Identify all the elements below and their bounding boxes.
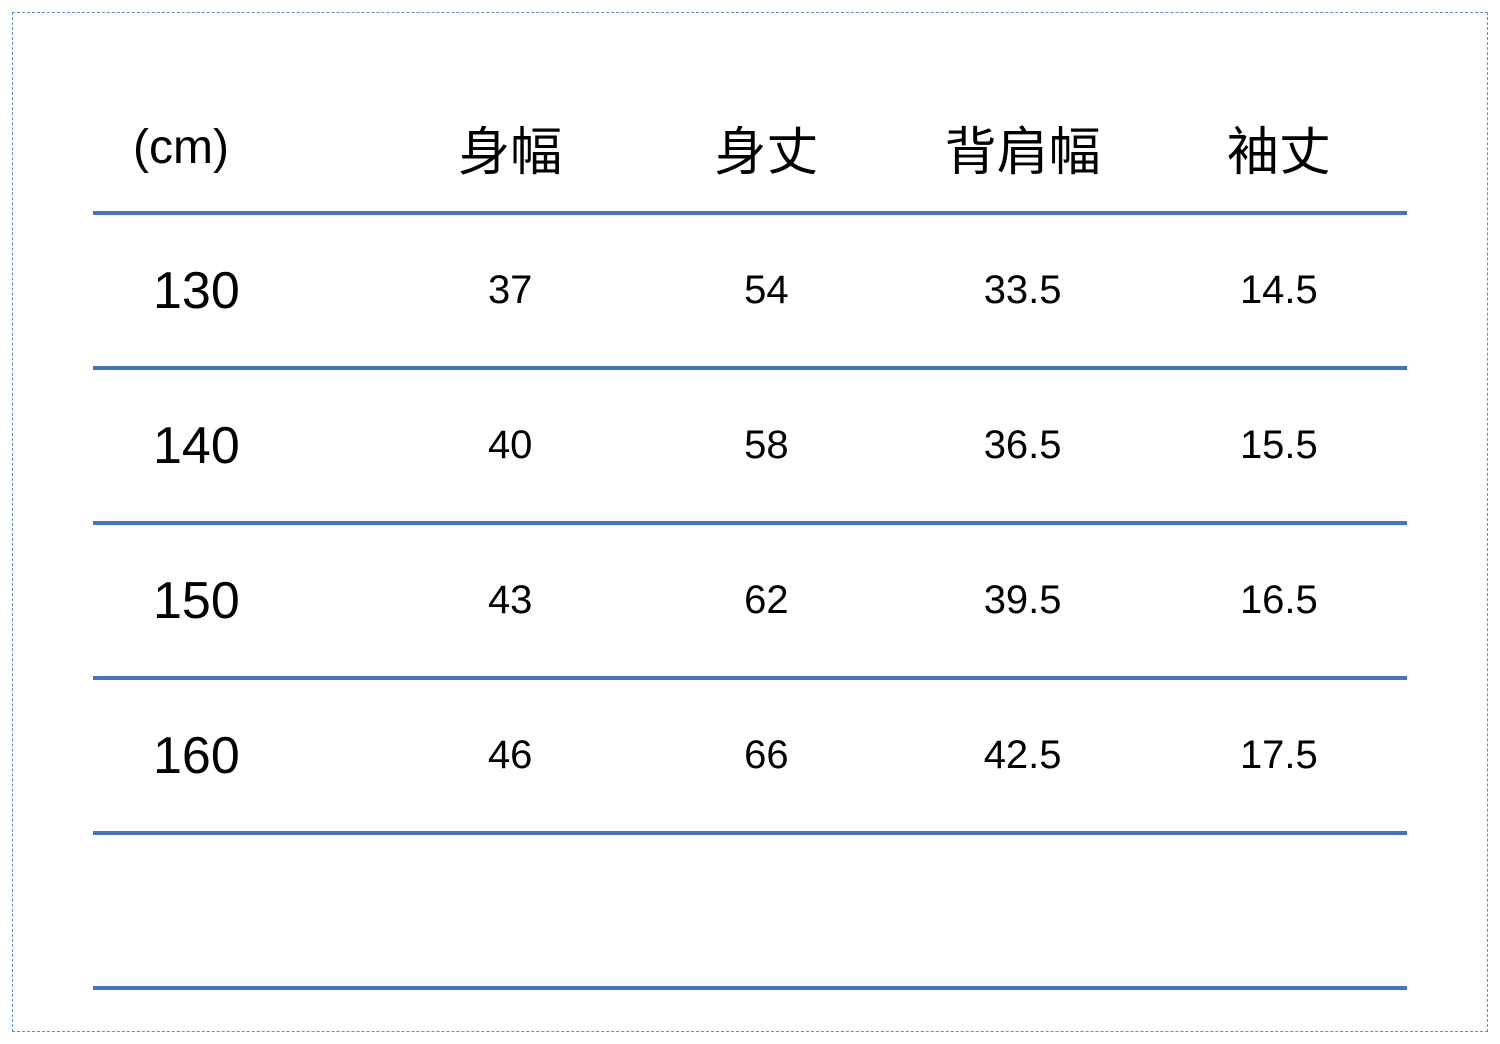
header-unit: (cm) <box>93 83 382 213</box>
measurement-cell: 17.5 <box>1151 678 1407 833</box>
table-row-empty <box>93 833 1407 988</box>
measurement-cell: 14.5 <box>1151 213 1407 368</box>
measurement-cell <box>382 833 638 988</box>
table-header-row: (cm)身幅身丈背肩幅袖丈 <box>93 83 1407 213</box>
header-col-3: 背肩幅 <box>895 83 1151 213</box>
table-row: 160466642.517.5 <box>93 678 1407 833</box>
measurement-cell: 16.5 <box>1151 523 1407 678</box>
header-col-1: 身幅 <box>382 83 638 213</box>
measurement-cell: 39.5 <box>895 523 1151 678</box>
measurement-cell: 46 <box>382 678 638 833</box>
measurement-cell: 36.5 <box>895 368 1151 523</box>
size-label-cell: 130 <box>93 213 382 368</box>
table-body: 130375433.514.5140405836.515.5150436239.… <box>93 213 1407 988</box>
measurement-cell: 37 <box>382 213 638 368</box>
header-col-2: 身丈 <box>638 83 894 213</box>
size-label-cell: 140 <box>93 368 382 523</box>
measurement-cell <box>1151 833 1407 988</box>
measurement-cell: 15.5 <box>1151 368 1407 523</box>
measurement-cell: 66 <box>638 678 894 833</box>
measurement-cell: 54 <box>638 213 894 368</box>
table-frame: (cm)身幅身丈背肩幅袖丈 130375433.514.5140405836.5… <box>12 12 1488 1032</box>
measurement-cell: 42.5 <box>895 678 1151 833</box>
size-label-cell: 160 <box>93 678 382 833</box>
header-col-4: 袖丈 <box>1151 83 1407 213</box>
table-row: 150436239.516.5 <box>93 523 1407 678</box>
table-row: 130375433.514.5 <box>93 213 1407 368</box>
table-header: (cm)身幅身丈背肩幅袖丈 <box>93 83 1407 213</box>
measurement-cell: 40 <box>382 368 638 523</box>
table-row: 140405836.515.5 <box>93 368 1407 523</box>
measurement-cell: 58 <box>638 368 894 523</box>
size-label-cell: 150 <box>93 523 382 678</box>
size-chart-table: (cm)身幅身丈背肩幅袖丈 130375433.514.5140405836.5… <box>93 83 1407 990</box>
measurement-cell: 62 <box>638 523 894 678</box>
measurement-cell: 33.5 <box>895 213 1151 368</box>
measurement-cell <box>895 833 1151 988</box>
measurement-cell: 43 <box>382 523 638 678</box>
size-label-cell <box>93 833 382 988</box>
measurement-cell <box>638 833 894 988</box>
